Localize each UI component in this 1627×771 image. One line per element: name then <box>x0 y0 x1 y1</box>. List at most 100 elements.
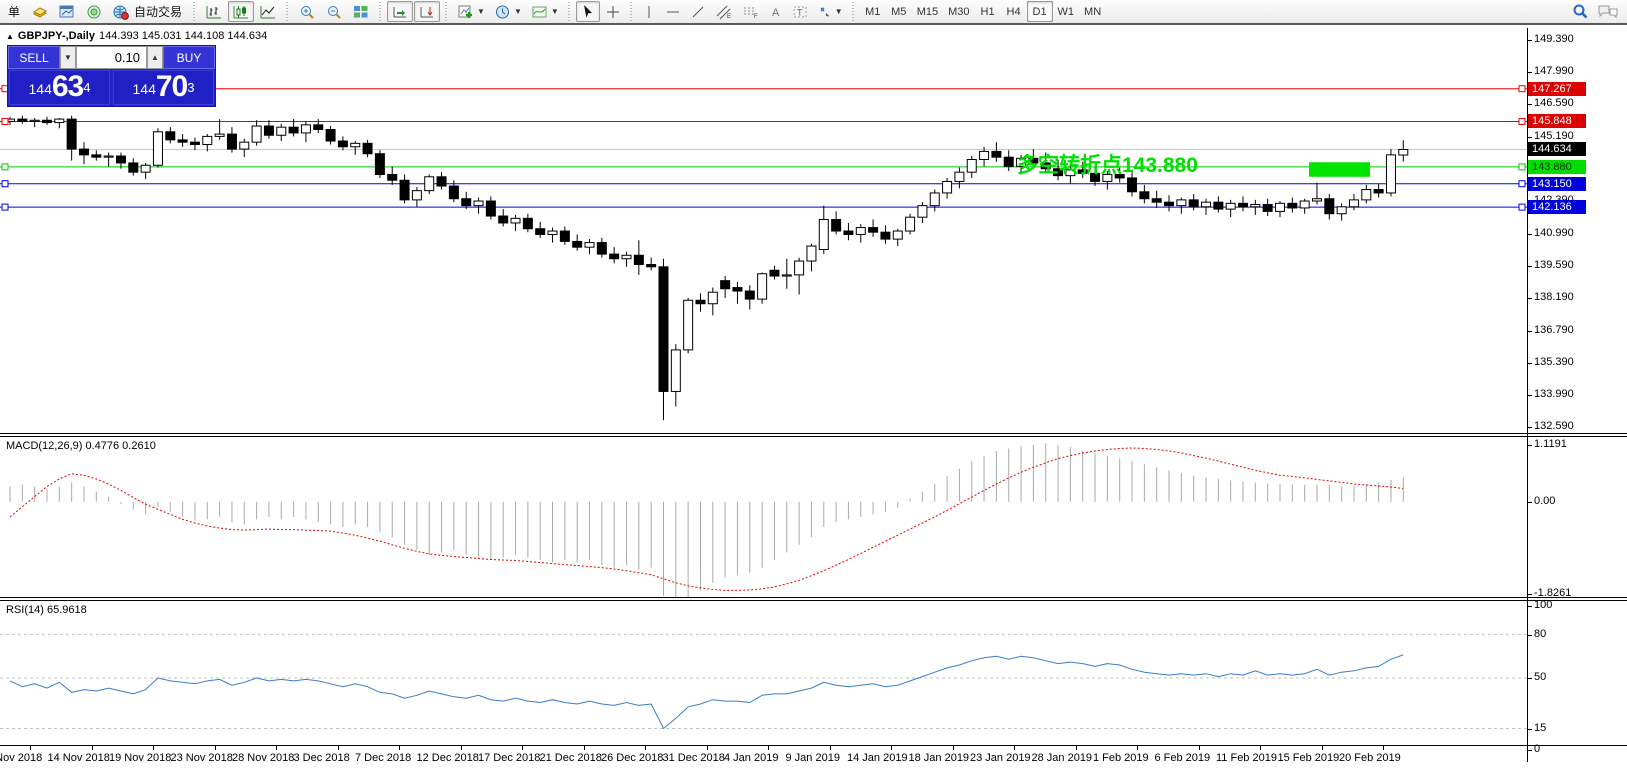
text-label-tool-icon[interactable]: T <box>788 1 812 22</box>
candle[interactable] <box>1238 196 1248 212</box>
vertical-line-tool-icon[interactable] <box>638 1 660 22</box>
candle[interactable] <box>436 172 447 190</box>
candle[interactable] <box>337 136 348 151</box>
candle[interactable] <box>313 119 324 133</box>
candle[interactable] <box>584 239 595 255</box>
macd-pane[interactable] <box>0 437 1527 597</box>
candle[interactable] <box>942 177 953 199</box>
volume-input[interactable]: 0.10 <box>76 46 147 69</box>
candlestick-mode-icon[interactable] <box>228 1 255 22</box>
candle[interactable] <box>843 222 854 241</box>
candle[interactable] <box>559 226 570 245</box>
autotrade-button[interactable]: 自动交易 <box>108 1 188 22</box>
candle[interactable] <box>1361 184 1372 204</box>
candle[interactable] <box>781 258 792 289</box>
candle[interactable] <box>91 150 102 161</box>
candle[interactable] <box>226 127 237 153</box>
candle[interactable] <box>1077 161 1088 178</box>
candle[interactable] <box>794 257 805 295</box>
candle[interactable] <box>17 115 28 124</box>
candle[interactable] <box>510 214 521 232</box>
candle[interactable] <box>670 344 681 407</box>
timeframe-button-m1[interactable]: M1 <box>865 5 881 18</box>
candle[interactable] <box>880 225 891 244</box>
candle[interactable] <box>695 293 706 312</box>
candle[interactable] <box>707 287 718 316</box>
candle[interactable] <box>905 213 916 235</box>
candle[interactable] <box>1164 195 1175 212</box>
candle[interactable] <box>855 224 866 243</box>
collapse-triangle-icon[interactable]: ▲ <box>6 31 14 41</box>
timeframe-button-d1[interactable]: D1 <box>1026 1 1053 22</box>
candle[interactable] <box>1090 166 1101 187</box>
candle[interactable] <box>769 265 780 280</box>
candle[interactable] <box>411 187 422 207</box>
candle[interactable] <box>1201 198 1212 215</box>
line-anchor-marker[interactable] <box>1 117 9 125</box>
candle[interactable] <box>461 191 472 210</box>
candle[interactable] <box>140 162 151 180</box>
zoom-in-icon[interactable] <box>294 1 320 22</box>
chat-icon[interactable] <box>1597 3 1619 20</box>
text-tool-icon[interactable]: A <box>765 1 787 22</box>
candle[interactable] <box>1065 165 1076 184</box>
candle[interactable] <box>1127 172 1138 197</box>
candle[interactable] <box>917 202 928 223</box>
candle[interactable] <box>1213 196 1224 213</box>
candle[interactable] <box>387 166 398 185</box>
candle[interactable] <box>1028 149 1039 168</box>
candle[interactable] <box>621 251 632 267</box>
candle[interactable] <box>325 126 336 145</box>
candle[interactable] <box>596 237 607 258</box>
timeframe-button-m30[interactable]: M30 <box>948 5 970 18</box>
zoom-out-icon[interactable] <box>321 1 347 22</box>
line-anchor-marker[interactable] <box>1 180 9 188</box>
sell-button[interactable]: SELL <box>8 46 60 69</box>
candle[interactable] <box>609 247 620 264</box>
candle[interactable] <box>1114 167 1125 183</box>
search-icon[interactable] <box>1571 3 1589 20</box>
candle[interactable] <box>128 158 139 176</box>
candle[interactable] <box>498 209 509 227</box>
green-highlight-rectangle[interactable] <box>1309 162 1370 177</box>
auto-scroll-icon[interactable] <box>414 1 441 22</box>
candle[interactable] <box>929 189 940 212</box>
sell-price-display[interactable]: 144 63 4 <box>9 70 110 105</box>
candle[interactable] <box>288 119 299 137</box>
chart-shift-icon[interactable] <box>387 1 414 22</box>
candle[interactable] <box>374 150 385 178</box>
timeframe-button-m5[interactable]: M5 <box>891 5 907 18</box>
candle[interactable] <box>1274 201 1285 218</box>
candle[interactable] <box>276 123 287 142</box>
candle[interactable] <box>1139 184 1150 204</box>
candle[interactable] <box>732 281 743 304</box>
candle[interactable] <box>1102 171 1113 190</box>
candle[interactable] <box>1040 152 1051 174</box>
horizontal-line-tool-icon[interactable] <box>661 1 685 22</box>
candle[interactable] <box>1287 197 1298 213</box>
candle[interactable] <box>991 142 1002 162</box>
order-button[interactable]: 单 <box>2 1 26 22</box>
line-anchor-marker[interactable] <box>1518 163 1526 171</box>
candle[interactable] <box>1311 182 1322 205</box>
timeframe-button-h4[interactable]: H4 <box>1006 5 1021 18</box>
candle[interactable] <box>720 276 731 298</box>
candle[interactable] <box>818 205 829 255</box>
candle[interactable] <box>448 180 459 203</box>
candle[interactable] <box>522 213 533 233</box>
chart-annotation-text[interactable]: 多空转折点143.880 <box>1017 153 1198 177</box>
candle[interactable] <box>1262 198 1273 217</box>
candle[interactable] <box>1336 203 1347 221</box>
line-anchor-marker[interactable] <box>1518 117 1526 125</box>
timeframe-button-h1[interactable]: H1 <box>980 5 995 18</box>
candle[interactable] <box>54 117 65 129</box>
candle[interactable] <box>831 211 842 235</box>
candle[interactable] <box>1151 190 1162 208</box>
candle[interactable] <box>362 139 373 158</box>
pane-separator[interactable] <box>0 597 1627 601</box>
cursor-tool-icon[interactable] <box>575 1 600 22</box>
candle[interactable] <box>263 120 274 139</box>
candle[interactable] <box>547 227 558 243</box>
candle[interactable] <box>300 121 311 143</box>
candle[interactable] <box>1348 194 1359 211</box>
